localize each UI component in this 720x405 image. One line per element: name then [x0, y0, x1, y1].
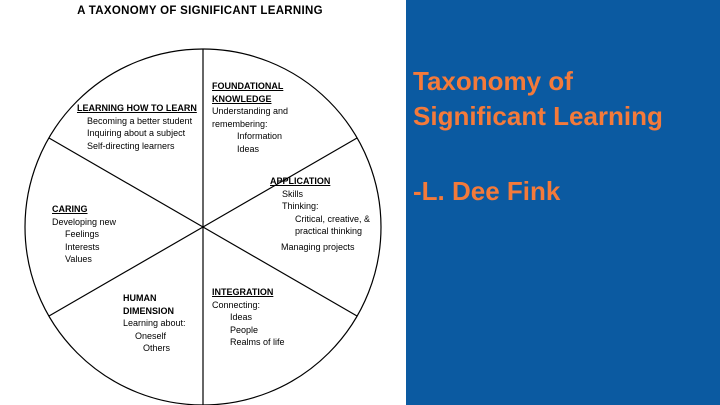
segment-item: Becoming a better student: [87, 115, 193, 126]
divider-upper-left: [48, 137, 204, 228]
segment-line: Learning about:: [123, 318, 186, 328]
segment-line: Critical, creative, &: [295, 213, 371, 224]
segment-item: Oneself: [135, 330, 167, 341]
segment-human-dimension: HUMAN DIMENSION Learning about: Oneself …: [123, 292, 186, 355]
segment-integration: INTEGRATION Connecting: Ideas People Rea…: [212, 286, 285, 349]
taxonomy-wheel: [24, 48, 382, 405]
slide-author: -L. Dee Fink: [413, 176, 561, 206]
segment-line: remembering:: [212, 118, 268, 129]
segment-heading: HUMAN: [123, 293, 157, 303]
segment-item: Realms of life: [230, 337, 285, 347]
segment-learning-how-to-learn: LEARNING HOW TO LEARN Becoming a better …: [77, 102, 197, 152]
segment-heading: KNOWLEDGE: [212, 93, 272, 104]
segment-item: Others: [143, 343, 171, 353]
segment-heading: FOUNDATIONAL: [212, 81, 284, 91]
segment-item: Information: [237, 131, 283, 141]
segment-line: Developing new: [52, 216, 117, 227]
segment-line: Thinking:: [282, 201, 319, 211]
segment-line: Connecting:: [212, 299, 261, 310]
segment-item: Self-directing learners: [87, 140, 175, 151]
segment-heading: APPLICATION: [270, 176, 331, 186]
divider-lower-right: [202, 226, 358, 317]
segment-caring: CARING Developing new Feelings Interests…: [52, 203, 116, 266]
divider-upper-right: [202, 137, 358, 228]
slide-title-line: Significant Learning: [413, 101, 663, 131]
segment-item: Interests: [65, 241, 100, 252]
segment-application-projects: Managing projects: [281, 242, 355, 252]
segment-item: Ideas: [237, 143, 260, 154]
segment-line: Understanding and: [212, 106, 289, 116]
title-panel: Taxonomy of Significant Learning -L. Dee…: [406, 0, 720, 405]
segment-heading: LEARNING HOW TO LEARN: [77, 103, 197, 113]
segment-item: Values: [65, 254, 92, 264]
slide-title-line: Taxonomy of: [413, 66, 573, 96]
segment-application: APPLICATION Skills Thinking: Critical, c…: [270, 175, 370, 238]
segment-line: practical thinking: [295, 226, 363, 236]
segment-item: Ideas: [230, 312, 253, 322]
diagram-panel: A TAXONOMY OF SIGNIFICANT LEARNING FOUND…: [24, 5, 382, 405]
diagram-title: A TAXONOMY OF SIGNIFICANT LEARNING: [77, 5, 323, 17]
segment-heading: CARING: [52, 204, 88, 214]
segment-heading: INTEGRATION: [212, 287, 274, 297]
segment-item: People: [230, 324, 259, 335]
segment-item: Feelings: [65, 229, 100, 239]
segment-foundational-knowledge: FOUNDATIONAL KNOWLEDGE Understanding and…: [212, 80, 288, 155]
segment-item: Inquiring about a subject: [87, 128, 186, 138]
divider-lower-left: [48, 226, 204, 317]
segment-line: Skills: [282, 188, 304, 199]
segment-heading: DIMENSION: [123, 305, 175, 316]
slide-title: Taxonomy of Significant Learning: [413, 64, 718, 134]
